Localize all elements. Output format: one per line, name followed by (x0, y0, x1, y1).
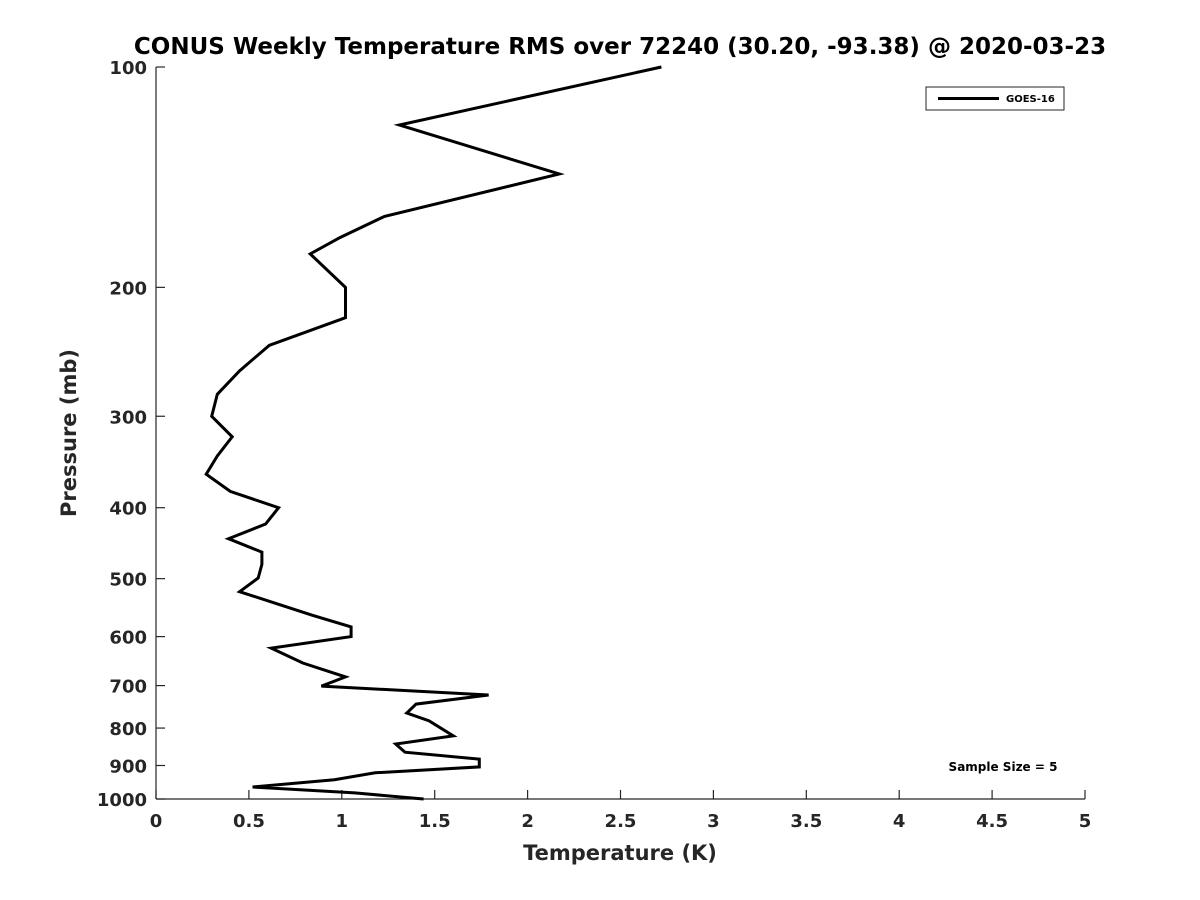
y-tick-label: 1000 (97, 790, 147, 811)
y-tick-label: 500 (109, 570, 147, 591)
x-tick-label: 1.5 (419, 811, 451, 832)
series-line-goes-16 (204, 65, 662, 801)
y-tick-label: 900 (109, 757, 147, 778)
x-axis-label: Temperature (K) (523, 841, 717, 865)
x-tick-label: 2.5 (605, 811, 637, 832)
x-tick-label: 5 (1079, 811, 1092, 832)
y-tick-label: 600 (109, 628, 147, 649)
y-tick-label: 800 (109, 719, 147, 740)
chart-title: CONUS Weekly Temperature RMS over 72240 … (134, 34, 1106, 60)
y-tick-label: 300 (109, 407, 147, 428)
y-axis-label: Pressure (mb) (57, 349, 81, 517)
legend-label-goes-16: GOES-16 (1006, 94, 1055, 105)
x-tick-label: 1 (336, 811, 349, 832)
y-tick-label: 100 (109, 58, 147, 79)
x-tick-label: 4.5 (976, 811, 1008, 832)
x-tick-label: 0 (150, 811, 163, 832)
sample-size-annotation: Sample Size = 5 (949, 760, 1058, 774)
y-tick-label: 200 (109, 278, 147, 299)
x-tick-label: 2 (521, 811, 534, 832)
x-tick-label: 3 (707, 811, 720, 832)
y-tick-label: 700 (109, 677, 147, 698)
y-tick-label: 400 (109, 499, 147, 520)
x-tick-label: 3.5 (790, 811, 822, 832)
x-tick-label: 0.5 (233, 811, 265, 832)
x-tick-label: 4 (893, 811, 906, 832)
axes: 0 0.5 1 1.5 2 2.5 3 3.5 4 4.5 5 100 200 300 400 500 600 7… (97, 58, 1091, 832)
legend: GOES-16 (925, 86, 1065, 111)
